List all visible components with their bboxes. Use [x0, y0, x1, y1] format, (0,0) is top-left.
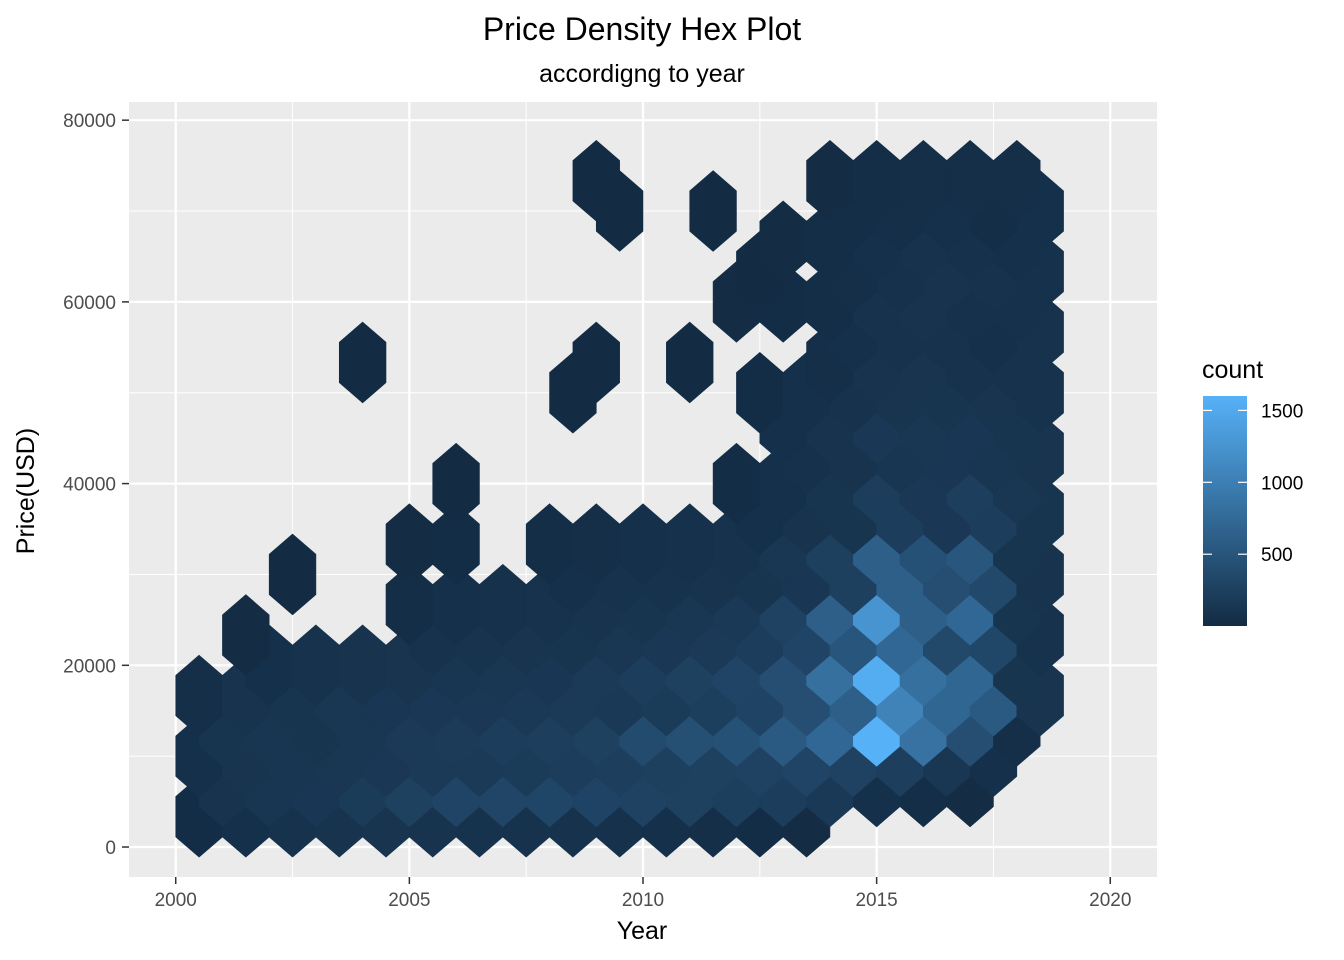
- legend-title: count: [1202, 356, 1263, 384]
- x-tick-label: 2010: [622, 890, 664, 911]
- hex-bin: [572, 321, 620, 404]
- x-tick-label: 2020: [1089, 890, 1131, 911]
- hex-bin: [689, 170, 737, 252]
- hex-bin: [432, 503, 480, 585]
- hex-bin: [432, 442, 480, 525]
- x-tick-label: 2005: [388, 890, 430, 911]
- hex-bin: [222, 594, 270, 676]
- y-tick-label: 0: [105, 838, 116, 859]
- hex-bin: [572, 139, 620, 222]
- legend-tick-label: 1000: [1261, 473, 1303, 494]
- chart-title: Price Density Hex Plot: [483, 11, 801, 47]
- x-axis: 2000 2005 2010 2015 2020: [155, 877, 1131, 911]
- y-tick-label: 60000: [63, 293, 116, 314]
- y-axis-title: Price(USD): [12, 428, 40, 554]
- hex-bin: [338, 321, 387, 404]
- legend-color-bar: [1203, 396, 1247, 626]
- chart-subtitle: accordigng to year: [539, 60, 745, 88]
- count-legend: count 500 1000 1500: [1202, 356, 1303, 626]
- x-tick-label: 2015: [855, 890, 897, 911]
- legend-ticks: 500 1000 1500: [1203, 401, 1303, 566]
- hex-bin: [993, 139, 1041, 222]
- x-axis-title: Year: [617, 917, 668, 945]
- hex-bin: [268, 533, 317, 616]
- hex-bins: [175, 139, 1064, 858]
- legend-tick-label: 1500: [1261, 401, 1303, 422]
- y-tick-label: 80000: [63, 111, 116, 132]
- y-axis: 0 20000 40000 60000 80000: [63, 111, 129, 859]
- hex-bin: [666, 321, 714, 404]
- y-tick-label: 20000: [63, 656, 116, 677]
- x-tick-label: 2000: [155, 890, 197, 911]
- legend-tick-label: 500: [1261, 545, 1293, 566]
- y-tick-label: 40000: [63, 475, 116, 496]
